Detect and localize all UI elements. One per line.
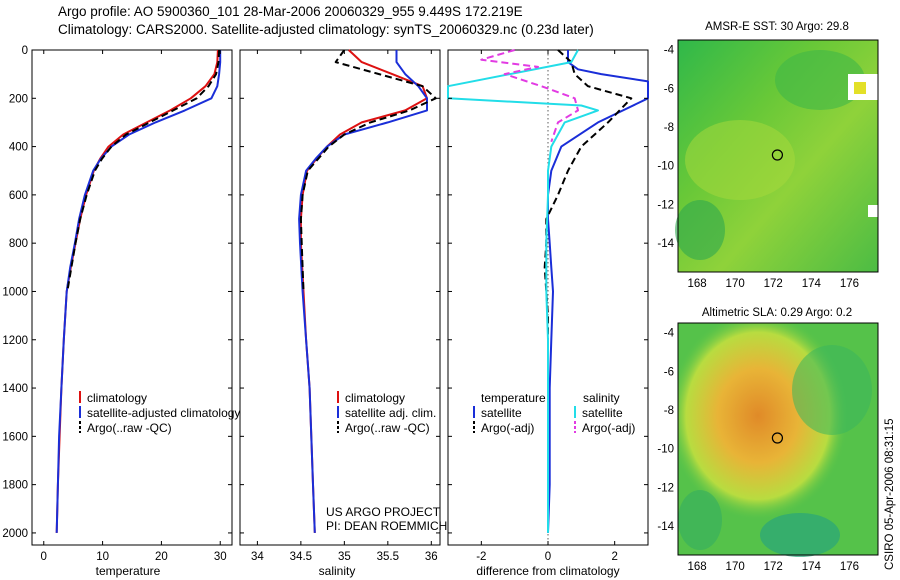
temperature-panel-series-argo-raw-qc- xyxy=(66,49,221,292)
depth-ytick-label: 0 xyxy=(22,45,28,57)
temperature-panel-series-satellite-adjusted-climatology xyxy=(55,50,222,533)
temperature-panel-xtick-label: 0 xyxy=(41,551,47,563)
depth-ytick-label: 600 xyxy=(9,190,28,202)
difference-legend: temperature salinity satellite Argo(-adj… xyxy=(473,391,635,435)
legend-temp-satellite: satellite-adjusted climatology xyxy=(87,406,240,420)
temperature-panel-xtick-label: 10 xyxy=(96,551,109,563)
salinity-panel-xtick-label: 35 xyxy=(338,551,351,563)
legend-temp-climatology: climatology xyxy=(87,391,147,405)
temperature-panel-xtick-label: 30 xyxy=(214,551,227,563)
depth-ytick-label: 400 xyxy=(9,142,28,154)
depth-ytick-label: 1200 xyxy=(2,335,28,347)
sla-map-xtick-label: 176 xyxy=(840,561,859,573)
temperature-xlabel: temperature xyxy=(96,564,161,578)
sla-map-ytick-label: -10 xyxy=(657,444,674,456)
legend-diff-temp-argo: Argo(-adj) xyxy=(481,421,534,435)
difference-panel-xtick-label: 0 xyxy=(545,551,551,563)
salinity-axes-frame xyxy=(239,49,441,546)
figure-title-line1: Argo profile: AO 5900360_101 28-Mar-2006… xyxy=(58,4,523,19)
temperature-axes-frame xyxy=(31,49,233,546)
sla-map-ytick-label: -6 xyxy=(664,366,674,378)
sst-map-xtick-label: 176 xyxy=(840,278,859,290)
sla-map-xtick-label: 168 xyxy=(687,561,706,573)
salinity-panel-xtick-label: 34 xyxy=(251,551,264,563)
difference-panel-series-temperature-satellite xyxy=(547,50,649,533)
legend-temp-argo: Argo(..raw -QC) xyxy=(87,421,172,435)
sst-map-ytick-label: -4 xyxy=(664,45,675,57)
figure-title-line2: Climatology: CARS2000. Satellite-adjuste… xyxy=(58,22,594,37)
temperature-panel-xtick-label: 20 xyxy=(155,551,168,563)
sla-map-ytick-label: -14 xyxy=(657,521,674,533)
sla-heatmap xyxy=(678,323,878,557)
sst-argo-position-marker xyxy=(771,149,784,161)
legend-sal-climatology: climatology xyxy=(345,391,405,405)
sla-map-xtick-label: 172 xyxy=(764,561,783,573)
sst-map-xtick-label: 170 xyxy=(726,278,745,290)
legend-sal-satellite: satellite adj. clim. xyxy=(345,406,436,420)
project-annotation-line1: US ARGO PROJECT xyxy=(326,505,441,519)
footer-credit: CSIRO 05-Apr-2006 08:31:15 xyxy=(884,418,896,570)
sst-map-title: AMSR-E SST: 30 Argo: 29.8 xyxy=(705,21,849,33)
salinity-panel-series-argo-raw-qc- xyxy=(299,49,437,292)
difference-panel-xtick-label: 2 xyxy=(611,551,617,563)
sst-map-ytick-label: -14 xyxy=(657,238,674,250)
legend-diff-sal-argo: Argo(-adj) xyxy=(582,421,635,435)
sst-map-ytick-label: -8 xyxy=(664,122,674,134)
salinity-panel-xtick-label: 35.5 xyxy=(377,551,399,563)
difference-panel-xtick-label: -2 xyxy=(476,551,486,563)
sla-argo-position-marker xyxy=(771,432,784,444)
depth-ytick-label: 1800 xyxy=(2,480,28,492)
sst-map-xtick-label: 174 xyxy=(802,278,822,290)
profile-curves xyxy=(55,49,649,533)
depth-ytick-label: 2000 xyxy=(2,528,28,540)
sla-map-ytick-label: -4 xyxy=(664,328,675,340)
salinity-xlabel: salinity xyxy=(319,564,356,578)
sst-map-xtick-label: 168 xyxy=(687,278,706,290)
sst-map-ytick-label: -10 xyxy=(657,161,674,173)
sst-map-frame xyxy=(677,39,879,273)
salinity-panel-series-satellite-adj-clim- xyxy=(298,50,428,533)
salinity-legend: climatology satellite adj. clim. Argo(..… xyxy=(337,391,436,435)
legend-diff-salinity-title: salinity xyxy=(583,391,620,405)
depth-ytick-label: 200 xyxy=(9,93,28,105)
legend-diff-sal-satellite: satellite xyxy=(582,406,623,420)
salinity-panel-xtick-label: 36 xyxy=(425,551,438,563)
difference-panel-series-temperature-argo-adj- xyxy=(543,49,633,340)
depth-ytick-label: 800 xyxy=(9,238,28,250)
temperature-legend: climatology satellite-adjusted climatolo… xyxy=(79,391,240,435)
temperature-panel-series-climatology xyxy=(55,49,219,533)
depth-ytick-label: 1400 xyxy=(2,383,28,395)
difference-xlabel: difference from climatology xyxy=(476,564,619,578)
project-annotation-line2: PI: DEAN ROEMMICH xyxy=(326,519,447,533)
depth-ytick-label: 1000 xyxy=(2,286,28,298)
sla-map-xtick-label: 174 xyxy=(802,561,822,573)
sst-map-ytick-label: -6 xyxy=(664,83,674,95)
sst-map-ytick-label: -12 xyxy=(657,199,674,211)
legend-sal-argo: Argo(..raw -QC) xyxy=(345,421,430,435)
salinity-panel-xtick-label: 34.5 xyxy=(290,551,312,563)
sla-map-ytick-label: -12 xyxy=(657,482,674,494)
axis-ticks: 0 10 20 30020040060080010001200140016001800… xyxy=(2,45,859,573)
sla-map-xtick-label: 170 xyxy=(726,561,745,573)
salinity-panel-series-climatology xyxy=(299,49,428,533)
difference-panel-series-salinity-satellite xyxy=(447,49,599,533)
sst-map-xtick-label: 172 xyxy=(764,278,783,290)
sla-map-title: Altimetric SLA: 0.29 Argo: 0.2 xyxy=(702,307,852,319)
legend-diff-temp-satellite: satellite xyxy=(481,406,522,420)
sla-map-frame xyxy=(677,322,879,556)
legend-diff-temperature-title: temperature xyxy=(481,391,546,405)
sla-map-ytick-label: -8 xyxy=(664,405,674,417)
depth-ytick-label: 1600 xyxy=(2,431,28,443)
sst-heatmap xyxy=(675,40,878,272)
